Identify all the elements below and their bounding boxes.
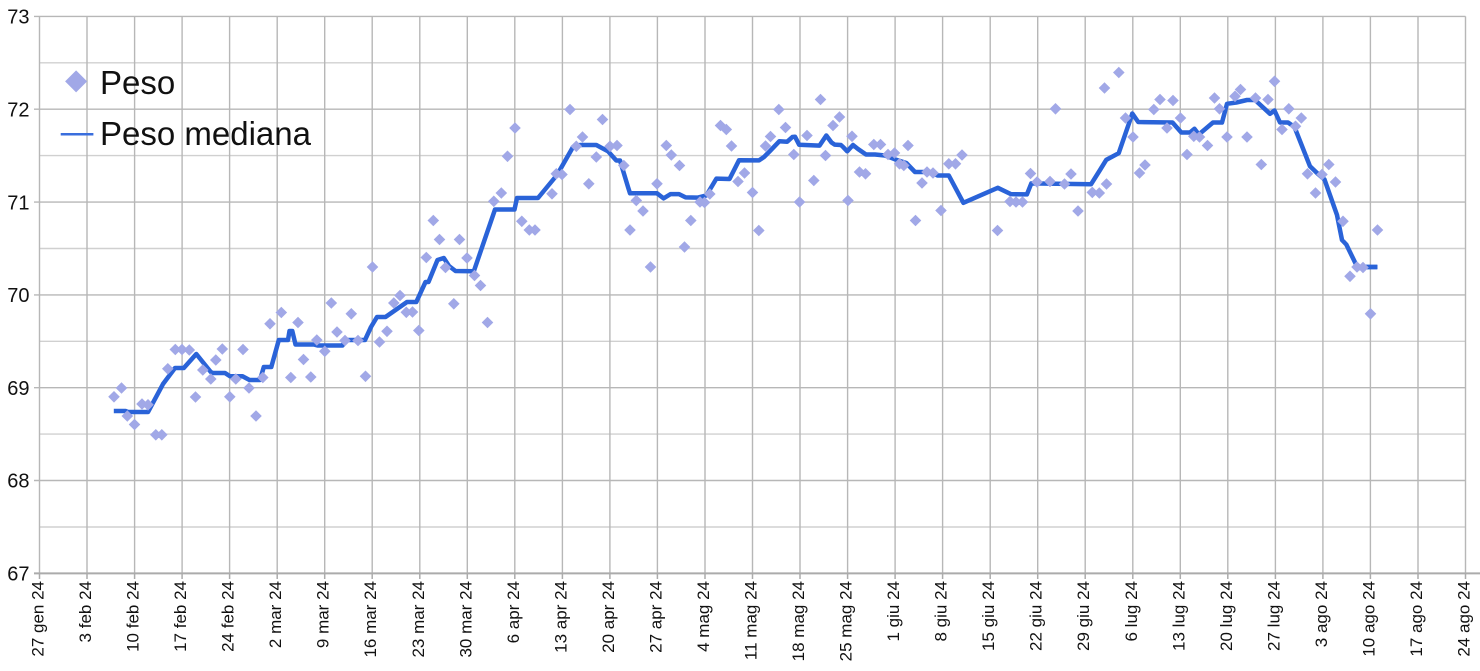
svg-text:2 mar 24: 2 mar 24 [266, 581, 285, 648]
svg-text:23 mar 24: 23 mar 24 [409, 581, 428, 658]
svg-text:30 mar 24: 30 mar 24 [456, 581, 475, 658]
svg-text:4 mag 24: 4 mag 24 [694, 581, 713, 652]
svg-text:6 lug 24: 6 lug 24 [1122, 581, 1141, 642]
svg-text:27 apr 24: 27 apr 24 [646, 581, 665, 653]
svg-text:10 ago 24: 10 ago 24 [1359, 581, 1378, 657]
svg-text:22 giu 24: 22 giu 24 [1027, 581, 1046, 651]
svg-text:6 apr 24: 6 apr 24 [504, 581, 523, 643]
svg-text:67: 67 [7, 564, 29, 586]
svg-text:16 mar 24: 16 mar 24 [361, 581, 380, 658]
svg-text:18 mag 24: 18 mag 24 [789, 581, 808, 661]
svg-text:27 gen 24: 27 gen 24 [29, 581, 48, 657]
svg-text:68: 68 [7, 471, 29, 493]
svg-text:73: 73 [7, 7, 29, 29]
svg-text:10 feb 24: 10 feb 24 [124, 581, 143, 652]
svg-text:8 giu 24: 8 giu 24 [932, 581, 951, 642]
svg-text:3 ago 24: 3 ago 24 [1312, 581, 1331, 647]
svg-text:1 giu 24: 1 giu 24 [884, 581, 903, 642]
svg-text:13 lug 24: 13 lug 24 [1169, 581, 1188, 651]
svg-text:Peso mediana: Peso mediana [100, 115, 312, 152]
svg-text:71: 71 [7, 192, 29, 214]
svg-text:20 lug 24: 20 lug 24 [1217, 581, 1236, 651]
svg-text:72: 72 [7, 99, 29, 121]
svg-text:70: 70 [7, 285, 29, 307]
svg-text:Peso: Peso [100, 64, 175, 101]
svg-text:15 giu 24: 15 giu 24 [979, 581, 998, 651]
svg-text:9 mar 24: 9 mar 24 [314, 581, 333, 648]
svg-text:13 apr 24: 13 apr 24 [551, 581, 570, 653]
svg-text:25 mag 24: 25 mag 24 [837, 581, 856, 661]
svg-text:24 feb 24: 24 feb 24 [219, 581, 238, 652]
svg-text:24 ago 24: 24 ago 24 [1455, 581, 1474, 657]
svg-text:20 apr 24: 20 apr 24 [599, 581, 618, 653]
svg-text:3 feb 24: 3 feb 24 [76, 581, 95, 642]
svg-text:17 feb 24: 17 feb 24 [171, 581, 190, 652]
svg-text:69: 69 [7, 378, 29, 400]
svg-text:11 mag 24: 11 mag 24 [742, 581, 761, 660]
svg-text:27 lug 24: 27 lug 24 [1264, 581, 1283, 651]
svg-text:29 giu 24: 29 giu 24 [1074, 581, 1093, 651]
svg-text:17 ago 24: 17 ago 24 [1407, 581, 1426, 657]
